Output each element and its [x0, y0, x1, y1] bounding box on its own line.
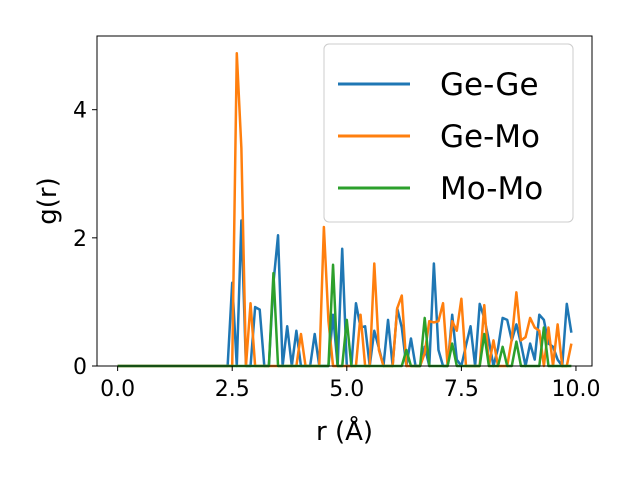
y-tick-label: 2 [73, 227, 87, 252]
y-tick-label: 4 [73, 99, 87, 124]
y-axis-label: g(r) [33, 177, 63, 224]
legend-label-ge-ge: Ge-Ge [440, 67, 539, 103]
x-tick-label: 2.5 [215, 377, 250, 402]
y-axis-ticks: 0 2 4 [73, 99, 97, 380]
legend-label-ge-mo: Ge-Mo [440, 119, 540, 155]
plot-area-frame [96, 35, 593, 367]
x-axis-label: r (Å) [316, 415, 373, 447]
x-tick-label: 0.0 [100, 377, 135, 402]
legend-label-mo-mo: Mo-Mo [440, 171, 543, 207]
x-axis-ticks: 0.0 2.5 5.0 7.5 10.0 [100, 366, 600, 402]
legend-box [323, 43, 574, 223]
x-tick-label: 7.5 [444, 377, 479, 402]
x-tick-label: 5.0 [329, 377, 364, 402]
y-tick-label: 0 [73, 355, 87, 380]
legend: Ge-Ge Ge-Mo Mo-Mo [323, 43, 574, 223]
x-tick-label: 10.0 [551, 377, 600, 402]
